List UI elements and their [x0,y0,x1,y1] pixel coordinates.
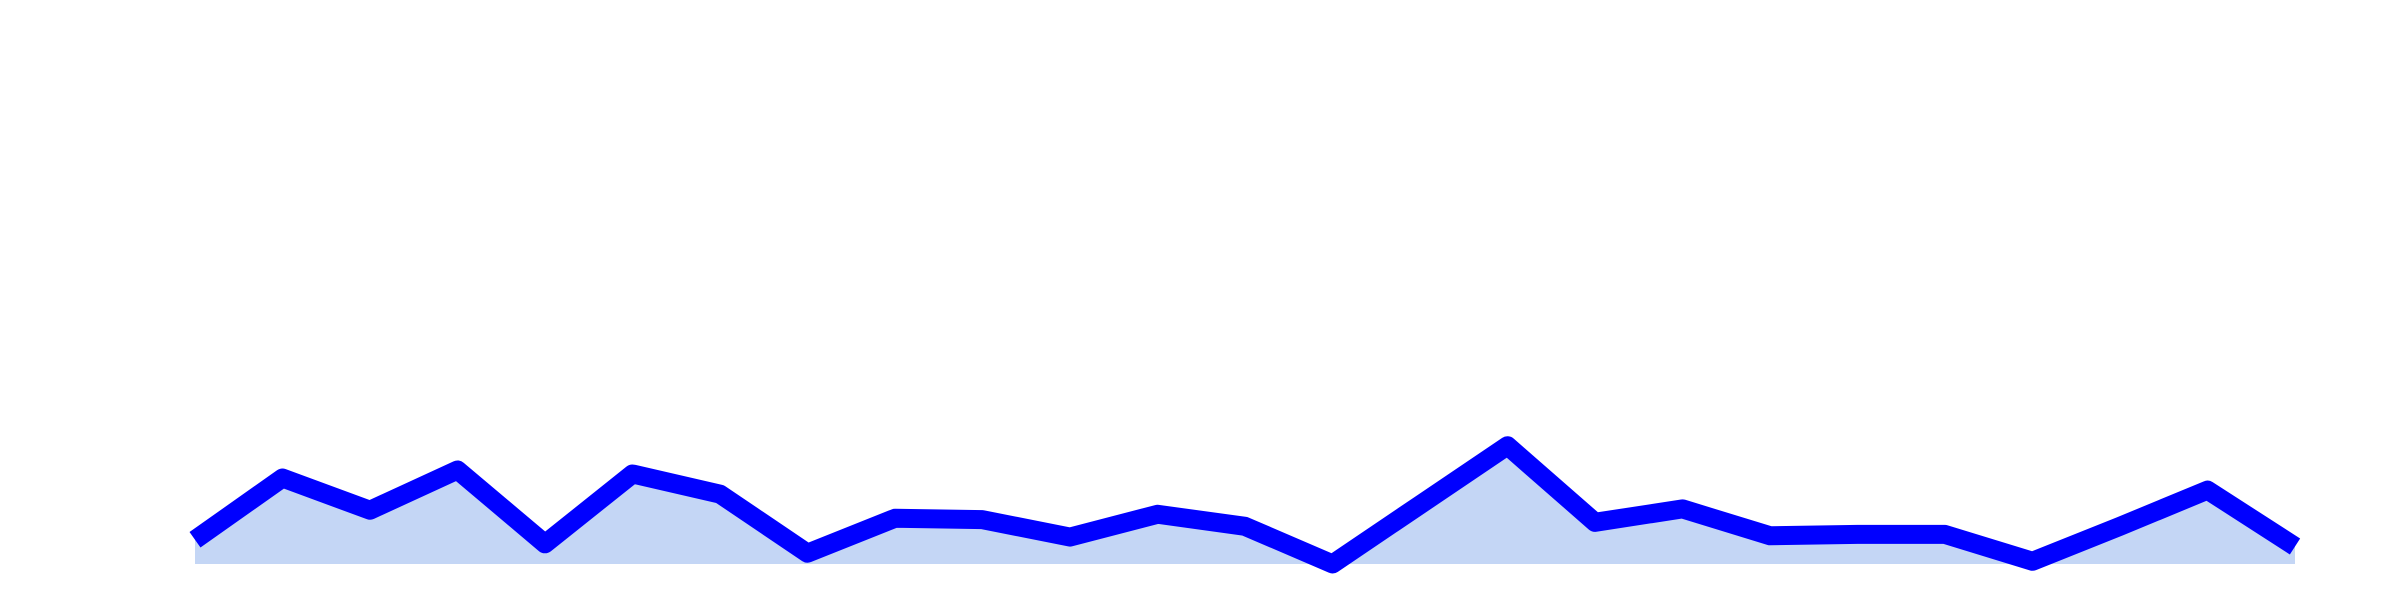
line-layer [189,436,2301,574]
data-point-22 [2029,557,2037,565]
data-point-18 [1679,505,1687,513]
data-point-10 [979,516,987,524]
data-point-4 [454,466,462,474]
data-point-25 [2291,542,2299,550]
series-area-fill [195,445,2295,564]
data-point-5 [541,540,549,548]
data-point-23 [2116,522,2124,530]
data-point-1 [191,536,199,544]
data-point-7 [716,490,724,498]
data-point-11 [1066,533,1074,541]
data-point-14 [1329,560,1337,568]
data-point-21 [1941,530,1949,538]
data-point-15 [1416,501,1424,509]
data-point-13 [1241,522,1249,530]
data-point-12 [1154,510,1162,518]
data-point-9 [891,514,899,522]
series-line [189,436,2301,574]
area-layer [195,445,2295,564]
data-point-8 [804,549,812,557]
data-point-6 [629,470,637,478]
data-point-3 [366,506,374,514]
data-point-24 [2204,486,2212,494]
data-point-20 [1854,530,1862,538]
data-point-17 [1591,518,1599,526]
data-point-2 [279,474,287,482]
data-point-19 [1766,532,1774,540]
data-point-16 [1504,442,1512,450]
